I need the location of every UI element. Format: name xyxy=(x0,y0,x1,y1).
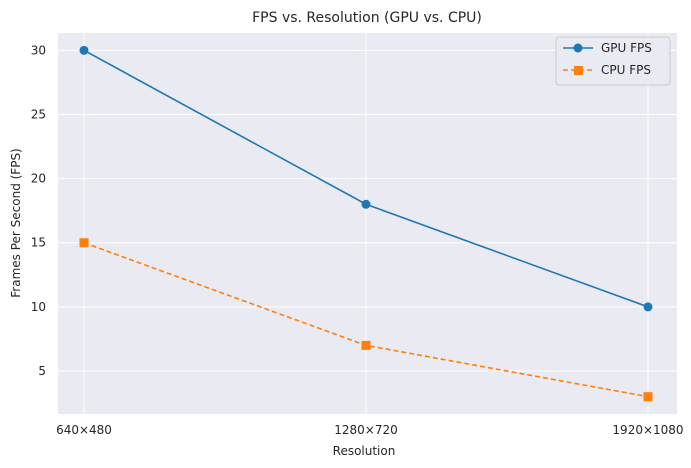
legend-cpu-label: CPU FPS xyxy=(601,63,651,77)
grid xyxy=(58,33,677,414)
data-point-cpu xyxy=(361,340,371,350)
legend-cpu-marker xyxy=(574,66,583,75)
y-axis-label: Frames Per Second (FPS) xyxy=(9,148,23,298)
y-tick-label: 10 xyxy=(31,300,46,314)
y-tick-label: 20 xyxy=(31,172,46,186)
data-point-cpu xyxy=(79,238,89,248)
plot-background xyxy=(58,33,677,414)
y-tick-label: 25 xyxy=(31,107,46,121)
x-tick-label: 640×480 xyxy=(56,423,112,437)
x-tick-label: 1280×720 xyxy=(334,423,398,437)
y-tick-label: 30 xyxy=(31,43,46,57)
x-tick-label: 1920×1080 xyxy=(612,423,683,437)
legend-gpu-label: GPU FPS xyxy=(601,41,652,55)
x-ticks: 640×480 1280×720 1920×1080 xyxy=(56,423,684,437)
data-point-gpu xyxy=(361,199,371,209)
x-axis-label: Resolution xyxy=(333,444,396,458)
legend: GPU FPS CPU FPS xyxy=(555,36,671,86)
data-point-gpu xyxy=(643,302,653,312)
data-point-gpu xyxy=(79,45,89,55)
y-tick-label: 15 xyxy=(31,236,46,250)
chart-title: FPS vs. Resolution (GPU vs. CPU) xyxy=(252,10,482,26)
y-tick-label: 5 xyxy=(38,364,46,378)
legend-box xyxy=(555,36,671,86)
legend-gpu-marker xyxy=(573,43,583,53)
data-point-cpu xyxy=(643,392,653,402)
series-layer xyxy=(79,45,653,402)
y-ticks: 5 10 15 20 25 30 xyxy=(31,43,46,378)
